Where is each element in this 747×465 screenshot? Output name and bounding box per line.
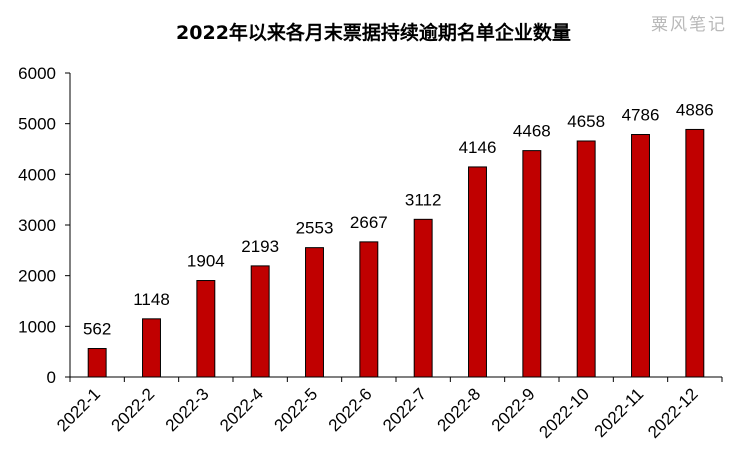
data-label-2022-12: 4886 — [676, 100, 714, 119]
data-label-2022-8: 4146 — [459, 138, 497, 157]
bar-2022-11 — [631, 134, 650, 378]
bar-2022-7 — [413, 218, 433, 378]
y-tick-label: 0 — [47, 368, 56, 387]
y-tick-label: 3000 — [18, 216, 56, 235]
data-label-2022-6: 2667 — [350, 213, 388, 232]
chart-bars — [87, 128, 705, 378]
chart-x-tick-labels: 2022-1 2022-2 2022-3 2022-4 2022-5 2022-6 2022… — [53, 384, 702, 442]
bar-2022-1 — [87, 348, 107, 378]
bar-2022-2 — [142, 318, 161, 378]
x-tick-label-2022-8: 2022-8 — [433, 384, 484, 435]
bar-2022-6 — [359, 241, 379, 378]
data-label-2022-11: 4786 — [622, 106, 660, 125]
y-tick-label: 1000 — [18, 317, 56, 336]
x-tick-label-2022-10: 2022-10 — [535, 384, 593, 442]
chart-data-labels: 562 1148 1904 2193 2553 2667 3112 4146 4468 4658 4… — [83, 100, 714, 338]
data-label-2022-3: 1904 — [187, 252, 225, 271]
data-label-2022-7: 3112 — [405, 190, 442, 209]
data-label-2022-10: 4658 — [567, 112, 605, 131]
x-tick-label-2022-4: 2022-4 — [216, 384, 267, 435]
x-tick-label-2022-7: 2022-7 — [379, 384, 430, 435]
x-tick-label-2022-1: 2022-1 — [53, 384, 104, 435]
x-tick-label-2022-12: 2022-12 — [644, 384, 702, 442]
bar-2022-5 — [305, 247, 324, 378]
x-tick-label-2022-6: 2022-6 — [325, 384, 376, 435]
y-tick-label: 5000 — [18, 115, 56, 134]
data-label-2022-2: 1148 — [133, 290, 170, 309]
x-tick-label-2022-2: 2022-2 — [107, 384, 158, 435]
x-tick-label-2022-5: 2022-5 — [270, 384, 321, 435]
bar-2022-3 — [196, 280, 216, 378]
chart-title: 2022年以来各月末票据持续逾期名单企业数量 — [176, 22, 571, 44]
data-label-2022-9: 4468 — [513, 122, 551, 141]
bar-2022-9 — [522, 150, 542, 378]
y-tick-label: 6000 — [18, 64, 56, 83]
y-tick-label: 2000 — [18, 267, 56, 286]
bar-2022-4 — [250, 265, 270, 378]
data-label-2022-1: 562 — [83, 320, 111, 339]
data-label-2022-4: 2193 — [241, 237, 279, 256]
bar-2022-10 — [576, 140, 596, 378]
y-tick-label: 4000 — [18, 165, 56, 184]
x-tick-label-2022-11: 2022-11 — [591, 384, 648, 441]
x-tick-label-2022-9: 2022-9 — [488, 384, 539, 435]
watermark-logo: 粟风笔记 — [651, 15, 727, 35]
bar-2022-12 — [685, 128, 705, 378]
data-label-2022-5: 2553 — [296, 219, 334, 238]
chart-y-tick-labels: 0 1000 2000 3000 4000 5000 6000 — [18, 64, 56, 387]
chart-axes — [65, 72, 723, 382]
x-tick-label-2022-3: 2022-3 — [162, 384, 213, 435]
bar-2022-8 — [468, 166, 487, 378]
